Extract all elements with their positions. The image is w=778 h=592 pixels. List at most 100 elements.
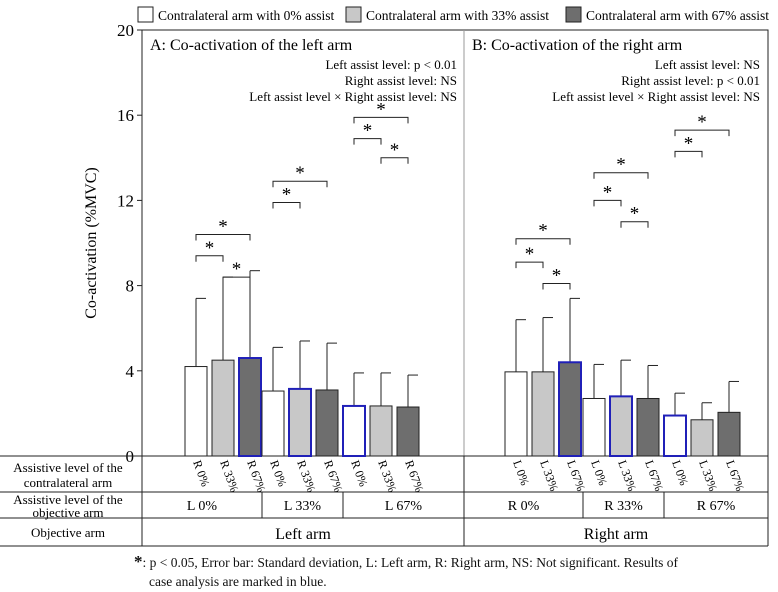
significance-bracket — [620, 221, 649, 228]
bar-label: R 67% — [402, 458, 426, 494]
bar — [238, 357, 262, 457]
bar — [690, 419, 714, 457]
group-label: R 67% — [697, 499, 736, 514]
objective-arm-label: Right arm — [584, 526, 649, 543]
bar-label: R 33% — [375, 458, 399, 494]
panel-stat: Left assist level: NS — [655, 57, 760, 72]
panel-title: B: Co-activation of the right arm — [472, 37, 683, 54]
bar — [288, 387, 312, 457]
significance-marker: * — [363, 121, 373, 142]
significance-bracket — [515, 261, 544, 269]
significance-marker: * — [630, 204, 640, 225]
bar — [369, 405, 393, 457]
significance-bracket — [515, 238, 571, 245]
footnote: *: p < 0.05, Error bar: Standard deviati… — [134, 552, 754, 591]
panel-stat: Right assist level: NS — [345, 73, 457, 88]
group-label: L 67% — [385, 499, 423, 514]
y-axis-label: Co-activation (%MVC) — [83, 167, 100, 319]
significance-bracket — [542, 282, 571, 290]
footnote-symbol: * — [134, 552, 143, 571]
significance-marker: * — [218, 216, 228, 237]
row-label-objective-level: objective arm — [32, 505, 103, 520]
group-label: R 33% — [604, 499, 643, 514]
significance-marker: * — [205, 238, 215, 259]
bar-label: R 33% — [294, 458, 318, 494]
significance-bracket — [272, 202, 301, 209]
bar — [558, 361, 582, 457]
group-label: L 0% — [187, 499, 218, 514]
panel-stat: Left assist level × Right assist level: … — [552, 89, 760, 104]
significance-bracket — [195, 233, 251, 241]
bar-label: L 0% — [669, 458, 691, 487]
significance-marker: * — [552, 265, 562, 286]
bar — [663, 414, 687, 457]
bar — [582, 397, 606, 457]
significance-marker: * — [295, 163, 305, 184]
bar — [261, 390, 285, 457]
significance-marker: * — [603, 182, 613, 203]
significance-bracket — [593, 199, 622, 207]
bar-label: R 67% — [321, 458, 345, 494]
significance-marker: * — [232, 259, 242, 280]
legend-swatch — [565, 6, 582, 23]
footnote-line-1: : p < 0.05, Error bar: Standard deviatio… — [142, 555, 679, 570]
significance-marker: * — [697, 112, 707, 133]
significance-bracket — [380, 157, 409, 164]
bar — [184, 366, 208, 457]
bar-label: L 0% — [510, 458, 532, 487]
bar-label: L 67% — [564, 458, 588, 493]
bar-label: R 0% — [267, 458, 289, 488]
bar — [211, 359, 235, 457]
bar-label: R 33% — [217, 458, 241, 494]
bar — [717, 411, 741, 457]
significance-marker: * — [282, 185, 292, 206]
bar-label: L 67% — [642, 458, 666, 493]
significance-bracket — [353, 116, 409, 124]
significance-bracket — [353, 138, 382, 145]
group-label: L 33% — [284, 499, 322, 514]
significance-bracket — [272, 180, 328, 188]
significance-bracket — [674, 129, 730, 137]
legend-label: Contralateral arm with 33% assist — [366, 8, 549, 23]
row-label-objective-level: Assistive level of the — [13, 492, 123, 507]
y-tick-label: 4 — [126, 362, 135, 381]
bar — [531, 371, 555, 457]
bar-label: L 33% — [696, 458, 720, 493]
significance-marker: * — [376, 99, 386, 120]
significance-bracket — [222, 276, 251, 284]
bar — [396, 406, 420, 457]
bar — [504, 371, 528, 457]
bar — [342, 404, 366, 458]
legend-swatch — [345, 6, 362, 23]
y-tick-label: 16 — [117, 106, 134, 125]
y-tick-label: 20 — [117, 21, 134, 40]
significance-marker: * — [525, 244, 535, 265]
significance-bracket — [593, 172, 649, 179]
bar-label: R 0% — [348, 458, 370, 488]
bar — [315, 389, 339, 457]
bar-label: L 67% — [723, 458, 747, 493]
legend-swatch — [137, 6, 154, 23]
row-label-contralateral: contralateral arm — [24, 475, 112, 490]
significance-bracket — [674, 150, 703, 158]
row-label-objective-arm: Objective arm — [31, 525, 105, 540]
panel-stat: Right assist level: p < 0.01 — [621, 73, 760, 88]
legend-label: Contralateral arm with 0% assist — [158, 8, 334, 23]
significance-marker: * — [538, 221, 548, 242]
bar-label: R 0% — [190, 458, 212, 488]
bar — [636, 397, 660, 457]
significance-marker: * — [390, 140, 400, 161]
bar-label: R 67% — [244, 458, 268, 494]
bar — [609, 395, 633, 457]
objective-arm-label: Left arm — [275, 526, 331, 543]
significance-marker: * — [616, 155, 626, 176]
panel-stat: Left assist level: p < 0.01 — [325, 57, 457, 72]
y-tick-label: 12 — [117, 191, 134, 210]
legend-label: Contralateral arm with 67% assist — [586, 8, 769, 23]
bar-label: L 0% — [588, 458, 610, 487]
significance-marker: * — [684, 133, 694, 154]
group-label: R 0% — [508, 499, 540, 514]
bar-label: L 33% — [537, 458, 561, 493]
y-tick-label: 8 — [126, 277, 135, 296]
